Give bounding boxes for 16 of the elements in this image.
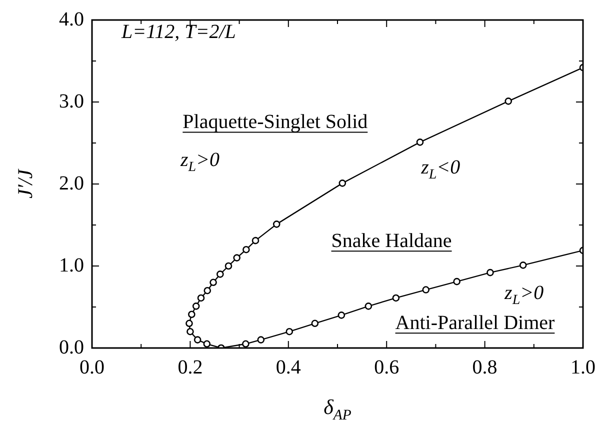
- y-tick-label: 0.0: [59, 336, 84, 358]
- x-tick-label: 0.2: [178, 356, 203, 378]
- x-tick-label: 0.4: [276, 356, 301, 378]
- y-tick-label: 3.0: [59, 90, 84, 112]
- annotation: L=112, T=2/L: [120, 21, 236, 44]
- annotation: Snake Haldane: [331, 230, 452, 252]
- y-tick-label: 2.0: [59, 172, 84, 194]
- x-tick-label: 0.6: [374, 356, 400, 378]
- y-tick-label: 4.0: [59, 8, 84, 30]
- x-tick-label: 0.8: [472, 356, 498, 378]
- y-axis-title: J′/J: [13, 168, 37, 199]
- annotation: Anti-Parallel Dimer: [395, 312, 556, 334]
- x-tick-label: 0.0: [80, 356, 104, 378]
- y-tick-label: 1.0: [59, 254, 84, 276]
- x-tick-label: 1.0: [570, 356, 596, 378]
- annotation: Plaquette-Singlet Solid: [182, 111, 368, 134]
